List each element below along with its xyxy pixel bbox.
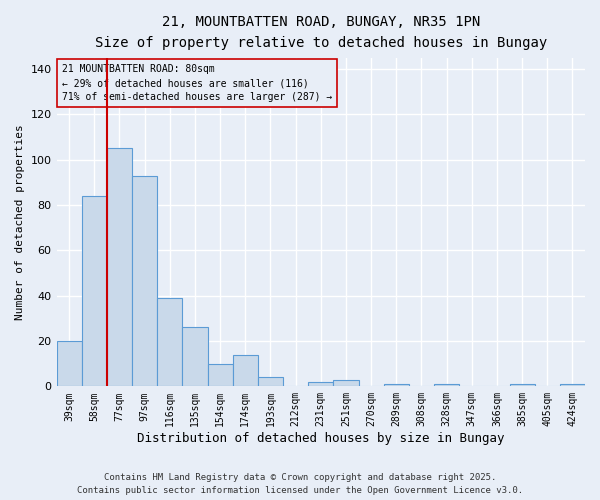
Bar [157, 298, 182, 386]
Bar [82, 196, 107, 386]
X-axis label: Distribution of detached houses by size in Bungay: Distribution of detached houses by size … [137, 432, 505, 445]
Bar [208, 364, 233, 386]
Bar [308, 382, 334, 386]
Text: 21 MOUNTBATTEN ROAD: 80sqm
← 29% of detached houses are smaller (116)
71% of sem: 21 MOUNTBATTEN ROAD: 80sqm ← 29% of deta… [62, 64, 332, 102]
Bar [383, 384, 409, 386]
Y-axis label: Number of detached properties: Number of detached properties [15, 124, 25, 320]
Bar [132, 176, 157, 386]
Bar [107, 148, 132, 386]
Bar [334, 380, 359, 386]
Bar [258, 378, 283, 386]
Bar [56, 341, 82, 386]
Bar [509, 384, 535, 386]
Bar [560, 384, 585, 386]
Bar [182, 328, 208, 386]
Bar [233, 354, 258, 386]
Text: Contains HM Land Registry data © Crown copyright and database right 2025.
Contai: Contains HM Land Registry data © Crown c… [77, 474, 523, 495]
Title: 21, MOUNTBATTEN ROAD, BUNGAY, NR35 1PN
Size of property relative to detached hou: 21, MOUNTBATTEN ROAD, BUNGAY, NR35 1PN S… [95, 15, 547, 50]
Bar [434, 384, 459, 386]
